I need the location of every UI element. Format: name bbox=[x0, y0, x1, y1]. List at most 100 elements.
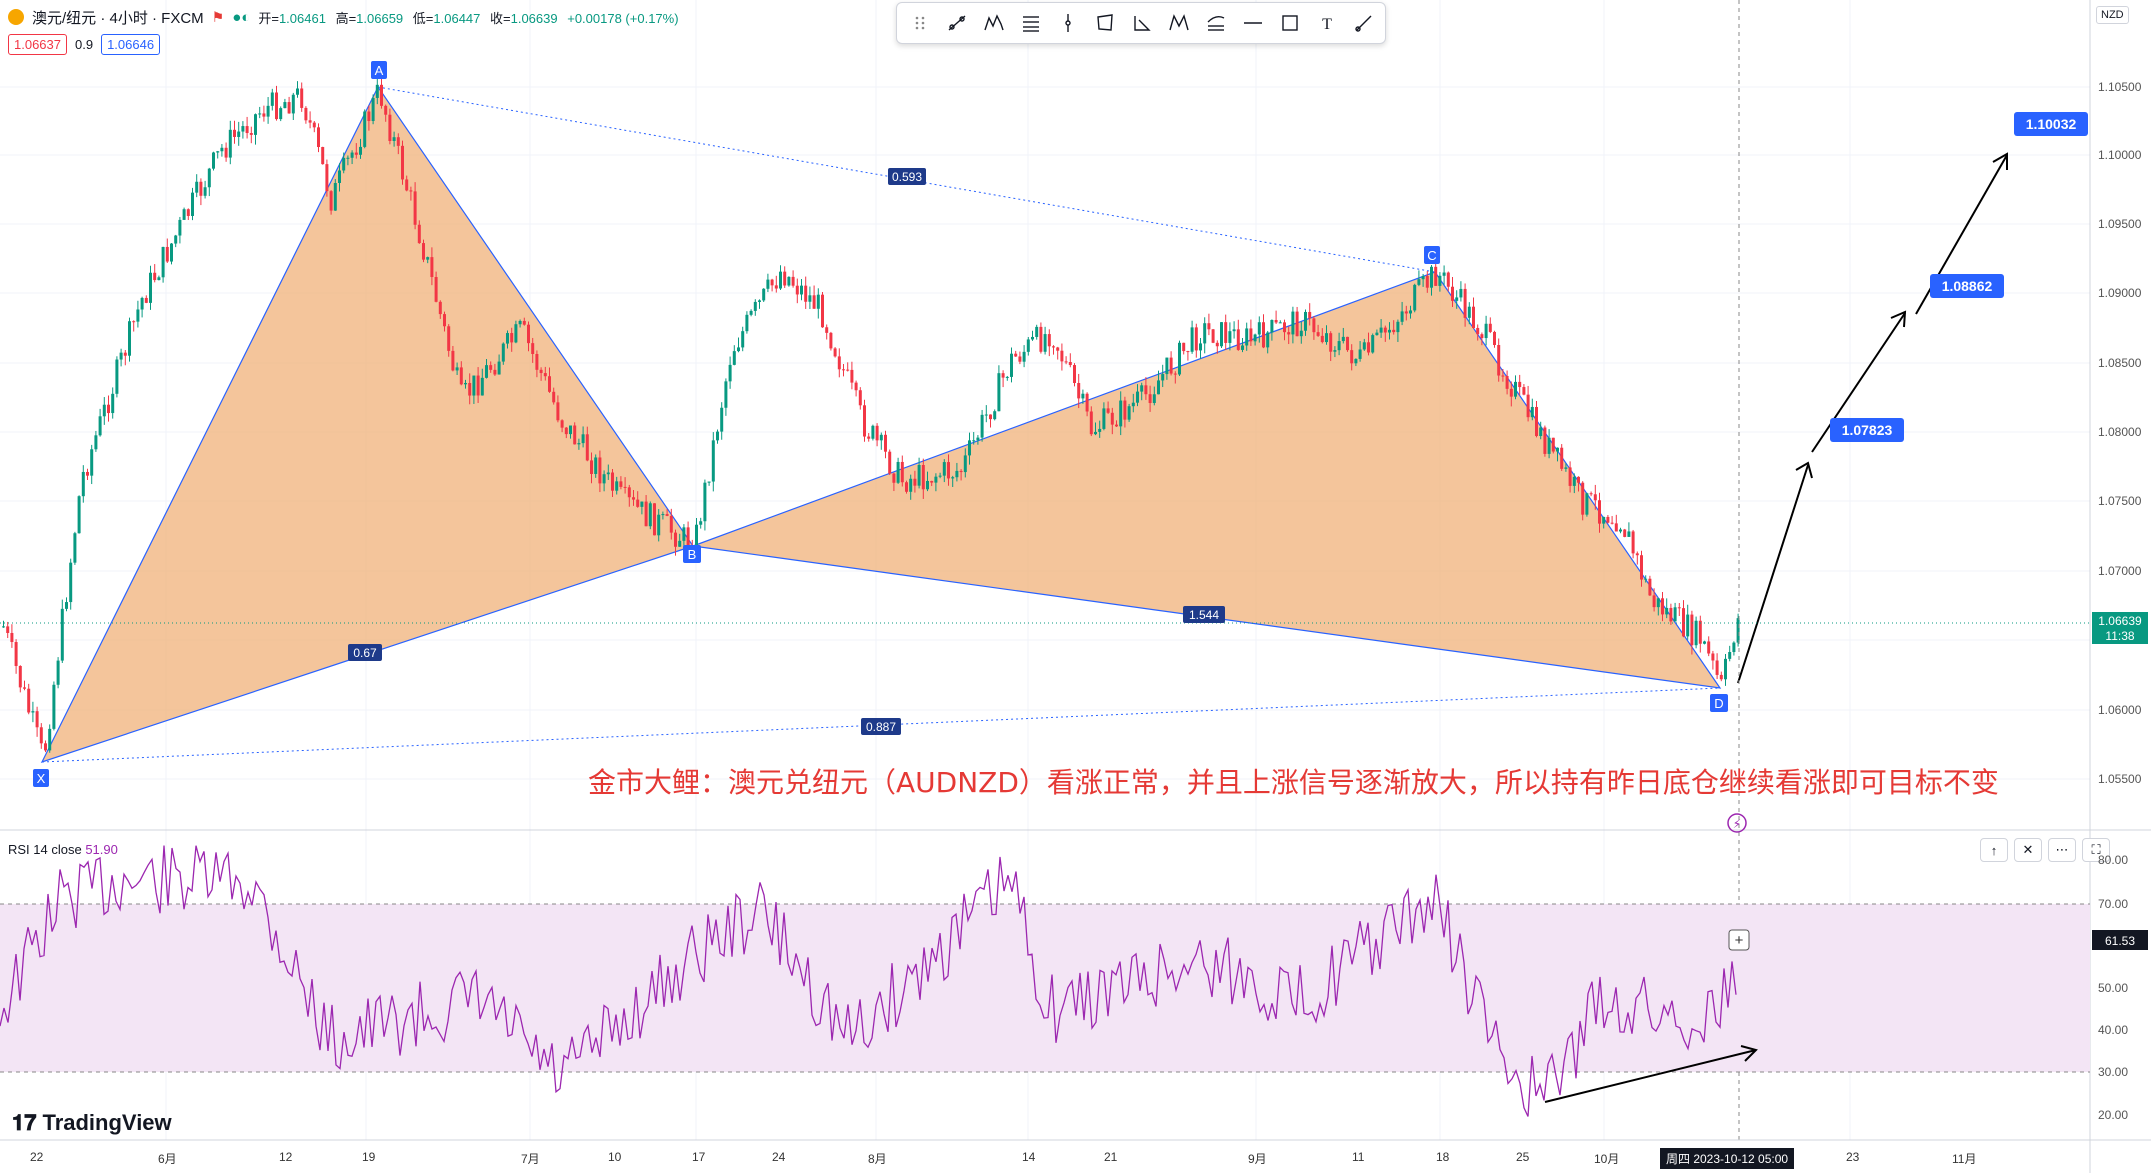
symbol-title[interactable]: 澳元/纽元 · 4小时 · FXCM bbox=[32, 9, 204, 27]
candle-body bbox=[329, 191, 333, 211]
candle-body bbox=[1501, 375, 1505, 377]
frame-icon[interactable] bbox=[1277, 10, 1303, 36]
parallel-channel-icon[interactable] bbox=[1203, 10, 1229, 36]
maximize-button[interactable]: ⛶ bbox=[2082, 838, 2110, 862]
svg-text:C: C bbox=[1427, 248, 1436, 263]
candle-body bbox=[1169, 357, 1173, 374]
candle-body bbox=[451, 350, 455, 371]
candle-body bbox=[245, 126, 249, 134]
text-icon[interactable]: T bbox=[1314, 10, 1340, 36]
visibility-toggle-icon[interactable]: ●◐ bbox=[232, 8, 251, 26]
candle-body bbox=[191, 192, 194, 216]
candle-body bbox=[258, 113, 262, 115]
candle-body bbox=[1472, 306, 1475, 328]
candle-body bbox=[1157, 380, 1160, 395]
point-c-label: C bbox=[1424, 246, 1440, 264]
candle-body bbox=[249, 133, 253, 135]
candle-body bbox=[669, 515, 673, 533]
candle-body bbox=[1073, 365, 1076, 384]
candle-body bbox=[77, 496, 81, 534]
candle-body bbox=[1463, 288, 1467, 318]
horizontal-line-icon[interactable] bbox=[1240, 10, 1266, 36]
currency-button[interactable]: NZD bbox=[2096, 6, 2129, 24]
candle-body bbox=[18, 665, 22, 688]
candle-body bbox=[1673, 607, 1677, 622]
candle-body bbox=[65, 602, 68, 609]
candle-body bbox=[443, 314, 446, 327]
candle-body bbox=[1572, 476, 1576, 486]
candle-body bbox=[1123, 400, 1127, 420]
candle-body bbox=[128, 321, 131, 356]
rectangle-icon[interactable] bbox=[1092, 10, 1118, 36]
flag-icon[interactable]: ⚑ bbox=[211, 8, 225, 25]
candle-body bbox=[1354, 358, 1358, 364]
candle-body bbox=[653, 503, 656, 536]
candle-body bbox=[1182, 342, 1186, 352]
candle-body bbox=[753, 301, 757, 311]
candle-body bbox=[1064, 361, 1068, 363]
more-button[interactable]: ⋯ bbox=[2048, 838, 2076, 862]
drag-handle-icon[interactable] bbox=[907, 10, 933, 36]
angle-icon[interactable] bbox=[1129, 10, 1155, 36]
candle-body bbox=[31, 711, 35, 713]
move-up-button[interactable]: ↑ bbox=[1980, 838, 2008, 862]
rsi-pane-controls: ↑ ✕ ⋯ ⛶ bbox=[1980, 838, 2110, 862]
candle-body bbox=[94, 435, 98, 450]
candle-body bbox=[119, 352, 123, 360]
candle-body bbox=[1409, 310, 1412, 314]
candle-body bbox=[1031, 336, 1034, 340]
drawing-toolbar: T bbox=[896, 2, 1386, 44]
candle-body bbox=[228, 129, 232, 158]
candle-body bbox=[564, 427, 568, 435]
candle-body bbox=[590, 460, 593, 474]
candle-body bbox=[581, 434, 585, 444]
candle-body bbox=[1035, 326, 1039, 337]
candle-body bbox=[1606, 516, 1610, 523]
candle-body bbox=[627, 487, 631, 498]
svg-text:0.887: 0.887 bbox=[866, 720, 896, 734]
candle-body bbox=[779, 271, 782, 289]
candle-body bbox=[648, 503, 652, 527]
crosshair-plus-icon[interactable]: + bbox=[1728, 929, 1750, 951]
candle-body bbox=[867, 436, 871, 439]
vertical-line-icon[interactable] bbox=[1055, 10, 1081, 36]
candle-body bbox=[871, 425, 875, 439]
candle-body bbox=[632, 497, 635, 500]
candle-body bbox=[35, 711, 39, 728]
svg-text:1.08862: 1.08862 bbox=[1942, 278, 1993, 294]
candle-body bbox=[762, 288, 766, 301]
candle-body bbox=[1719, 674, 1723, 680]
pattern-icon[interactable] bbox=[981, 10, 1007, 36]
rsi-title[interactable]: RSI 14 close 51.90 bbox=[8, 842, 118, 857]
xabcd-icon[interactable] bbox=[1166, 10, 1192, 36]
tradingview-logo[interactable]: 𝟏𝟕 TradingView bbox=[12, 1110, 172, 1135]
candle-body bbox=[60, 608, 64, 661]
close-pane-button[interactable]: ✕ bbox=[2014, 838, 2042, 862]
candle-body bbox=[1556, 447, 1559, 452]
rsi-value-axis-label: 61.53 bbox=[2092, 930, 2148, 950]
point-d-label: D bbox=[1710, 694, 1728, 712]
harmonic-pattern[interactable] bbox=[40, 85, 1722, 764]
buy-price-button[interactable]: 1.06646 bbox=[101, 34, 161, 55]
candle-body bbox=[1509, 388, 1513, 397]
candle-body bbox=[1236, 329, 1240, 350]
fib-icon[interactable] bbox=[1018, 10, 1044, 36]
candle-body bbox=[98, 416, 102, 436]
point-b-label: B bbox=[683, 545, 701, 563]
candle-body bbox=[560, 420, 564, 428]
candle-body bbox=[317, 127, 320, 148]
candle-body bbox=[405, 179, 409, 191]
candle-body bbox=[1026, 339, 1030, 352]
candle-body bbox=[577, 443, 581, 445]
candle-body bbox=[531, 343, 535, 355]
candle-body bbox=[1371, 335, 1375, 353]
candle-body bbox=[380, 84, 383, 106]
trend-line-icon[interactable] bbox=[944, 10, 970, 36]
candle-body bbox=[1253, 334, 1257, 342]
candle-body bbox=[938, 475, 942, 477]
ray-icon[interactable] bbox=[1351, 10, 1377, 36]
sell-price-button[interactable]: 1.06637 bbox=[8, 34, 67, 55]
candle-body bbox=[1698, 620, 1702, 644]
candle-body bbox=[1505, 375, 1509, 389]
